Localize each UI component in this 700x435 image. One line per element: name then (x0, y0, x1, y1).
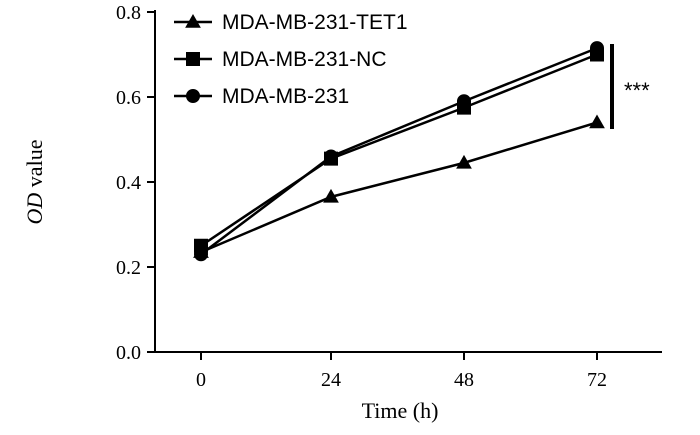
series-2-point-2 (457, 94, 471, 109)
significance-label: *** (624, 78, 650, 103)
legend-marker-0 (185, 13, 201, 28)
series-line-0 (200, 121, 598, 254)
significance-annotation: *** (610, 44, 650, 129)
x-tick-label-1: 24 (321, 369, 341, 391)
y-tick-label-0: 0.0 (116, 342, 141, 364)
series-line-1 (200, 53, 598, 247)
y-tick-label-4: 0.8 (116, 2, 141, 24)
y-tick-label-3: 0.6 (116, 87, 141, 109)
series-2-point-3 (590, 41, 604, 56)
legend-marker-2 (186, 89, 200, 103)
legend-label-1: MDA-MB-231-NC (222, 48, 387, 71)
legend-label-0: MDA-MB-231-TET1 (222, 11, 408, 34)
legend: MDA-MB-231-TET1 MDA-MB-231-NC MDA-MB-231 (174, 11, 408, 108)
series-0-point-3 (589, 114, 605, 129)
series-2-point-1 (324, 149, 338, 164)
y-tick-label-1: 0.2 (116, 257, 141, 279)
series-0-point-1 (323, 188, 339, 203)
legend-marker-1 (186, 52, 200, 66)
y-axis-title-rest: value (22, 140, 47, 193)
series-2-point-0 (194, 247, 208, 262)
legend-label-2: MDA-MB-231 (222, 85, 349, 108)
x-tick-label-3: 72 (587, 369, 607, 391)
series-0-point-2 (456, 154, 472, 169)
x-tick-label-2: 48 (454, 369, 474, 391)
series-group (193, 41, 605, 262)
series-line-2 (200, 46, 598, 256)
y-axis-title-italic: OD (22, 193, 47, 225)
y-tick-label-2: 0.4 (116, 172, 141, 194)
x-ticks: 0 24 48 72 (196, 352, 607, 391)
y-axis-title: OD value (22, 140, 47, 225)
x-tick-label-0: 0 (196, 369, 206, 391)
x-axis-title: Time (h) (362, 398, 439, 423)
y-ticks: 0.0 0.2 0.4 0.6 0.8 (116, 2, 155, 364)
